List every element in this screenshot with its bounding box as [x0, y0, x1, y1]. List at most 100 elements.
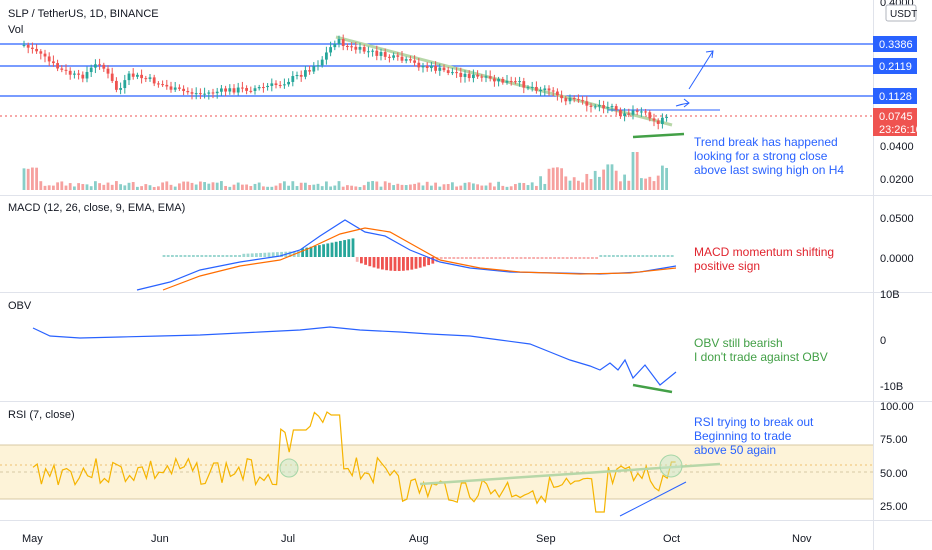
volume-bar: [60, 181, 64, 190]
volume-bar: [547, 168, 551, 190]
volume-bar: [631, 152, 635, 190]
macd-hist-bar: [179, 255, 183, 257]
obv-title: OBV: [8, 300, 32, 312]
current-price: 0.0745: [879, 111, 913, 123]
macd-hist-bar: [607, 255, 611, 257]
time-tick: Nov: [792, 533, 812, 545]
volume-bar: [430, 185, 433, 190]
macd-hist-bar: [250, 253, 254, 257]
macd-hist-bar: [347, 239, 351, 257]
candle-body: [362, 47, 366, 52]
volume-bar: [131, 182, 135, 190]
time-tick: Jul: [281, 533, 295, 545]
volume-bar: [623, 174, 626, 190]
candle-body: [451, 72, 454, 74]
volume-bar: [253, 183, 257, 190]
candles: [22, 34, 668, 130]
candle-body: [337, 39, 341, 44]
volume-bar: [22, 168, 26, 190]
candle-body: [530, 86, 534, 88]
annotation-texts: Trend break has happened looking for a s…: [694, 135, 844, 457]
volume-bar: [459, 185, 463, 190]
volume-bar: [224, 185, 227, 190]
candle-body: [509, 81, 513, 83]
volume-bar: [316, 183, 320, 190]
volume-bar: [505, 186, 509, 190]
candle-body: [203, 93, 206, 95]
volume-bar: [640, 178, 643, 190]
volume-bar: [106, 182, 110, 190]
obv-tick: -10B: [880, 381, 903, 393]
macd-hist-bar: [330, 242, 334, 257]
macd-hist-bar: [343, 240, 346, 257]
candle-body: [39, 51, 43, 54]
candle-body: [77, 73, 80, 75]
volume-bar: [598, 176, 601, 190]
macd-hist-bar: [406, 257, 409, 271]
candle-body: [543, 88, 547, 90]
candle-body: [367, 51, 370, 53]
macd-hist-bar: [481, 257, 485, 259]
candle-body: [627, 113, 631, 115]
volume-bar: [425, 181, 429, 190]
volume-bar: [35, 167, 38, 190]
obv-tick: 0: [880, 335, 886, 347]
macd-hist-bar: [427, 257, 430, 266]
candle-body: [178, 87, 181, 89]
volume-bar: [652, 181, 656, 190]
candle-body: [253, 88, 257, 91]
macd-hist-bar: [368, 257, 372, 267]
candle-body: [631, 110, 635, 115]
macd-hist-bar: [561, 257, 565, 259]
macd-note-line: positive sign: [694, 259, 760, 273]
candle-body: [106, 68, 110, 74]
volume-bar: [665, 167, 668, 190]
macd-hist-bar: [221, 255, 225, 257]
candle-body: [236, 87, 240, 93]
candle-body: [270, 83, 274, 86]
macd-hist-bar: [523, 257, 527, 259]
volume-bar: [283, 181, 286, 190]
candle-body: [467, 73, 471, 79]
volume-bar: [241, 184, 244, 190]
volume-bar: [564, 176, 568, 190]
volume-bar: [56, 182, 59, 190]
macd-hist-bar: [183, 255, 187, 257]
volume-bar: [157, 186, 160, 190]
macd-hist-bar: [565, 257, 569, 259]
candle-body: [640, 111, 643, 113]
volume-bar: [207, 183, 211, 190]
volume-bar: [89, 186, 93, 190]
candle-body: [476, 74, 479, 77]
obv-line: [32, 326, 677, 386]
macd-hist-bar: [208, 255, 212, 257]
volume-bar: [463, 182, 467, 190]
candle-body: [539, 89, 542, 91]
volume-bar: [85, 184, 89, 190]
volume-bar: [194, 184, 198, 190]
volume-bar: [371, 181, 374, 190]
volume-bar: [161, 182, 164, 190]
macd-hist-bar: [229, 255, 233, 257]
volume-bar: [535, 185, 538, 190]
volume-bar: [308, 184, 311, 190]
macd-hist-bar: [259, 252, 262, 257]
volume-bar: [354, 186, 358, 190]
volume-bar: [115, 181, 118, 190]
volume-bar: [325, 181, 328, 190]
countdown: 23:26:10: [879, 124, 922, 136]
volume-bar: [148, 185, 152, 190]
volume-bar: [140, 186, 143, 190]
macd-hist-bar: [591, 257, 594, 259]
candle-body: [526, 87, 530, 89]
volume-bar: [442, 184, 446, 190]
candle-body: [413, 60, 416, 63]
candle-body: [484, 76, 488, 78]
macd-hist-bar: [456, 257, 460, 259]
volume-bar: [661, 165, 664, 190]
volume-divergence-line: [632, 132, 685, 139]
candle-body: [354, 46, 358, 50]
candle-body: [421, 65, 425, 68]
volume-bar: [635, 152, 639, 190]
volume-bar: [539, 176, 542, 190]
